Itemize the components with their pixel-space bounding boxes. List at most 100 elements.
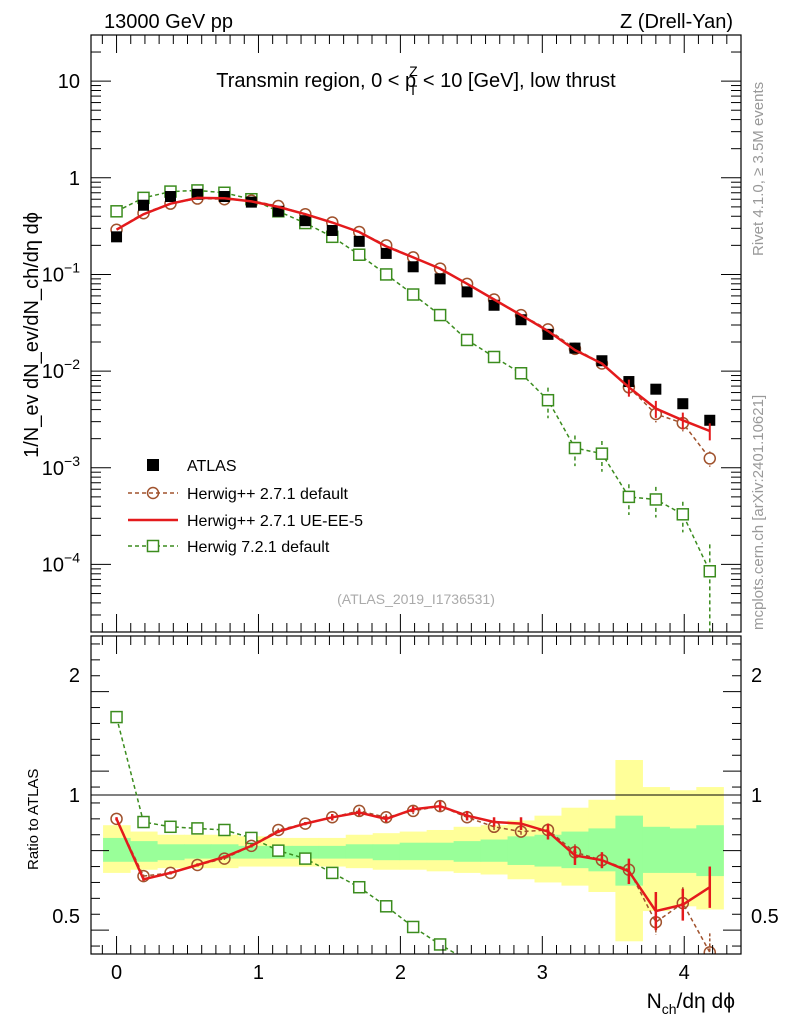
ratio-y-tick-0.5: 0.5	[52, 906, 80, 928]
data-point-atlas	[272, 205, 284, 217]
ratio-uncertainty-bands	[103, 760, 724, 942]
ratio-frame	[90, 635, 742, 955]
data-point-atlas	[488, 299, 500, 311]
header-left: 13000 GeV pp	[104, 11, 233, 33]
ratio-point-h721	[110, 710, 123, 724]
x-tick-label: 4	[679, 962, 690, 984]
ratio-y-tick-2: 2	[69, 665, 80, 687]
legend: ATLAS Herwig++ 2.7.1 default Herwig++ 2.…	[128, 458, 363, 556]
data-point-h721	[487, 350, 501, 364]
data-point-atlas	[164, 191, 176, 203]
main-y-tick-labels: 10 1 10−1 10−2 10−3 10−4	[42, 71, 80, 576]
ratio-panel: 2 1 0.5 2 1 0.5 Ratio to ATLAS 0 1 2 3 4 Nch…	[25, 635, 779, 1017]
header-right: Z (Drell-Yan)	[620, 11, 733, 33]
legend-marker-default271	[146, 486, 160, 500]
band-green-bin	[130, 841, 158, 862]
data-point-atlas	[111, 231, 123, 243]
ratio-y-axis-label: Ratio to ATLAS	[25, 769, 42, 870]
ratio-point-h721	[191, 822, 204, 835]
main-series-layer	[110, 184, 717, 632]
data-point-atlas	[299, 215, 311, 227]
ratio-y-tick-1: 1	[69, 785, 80, 807]
data-point-atlas	[326, 224, 338, 236]
data-point-h721	[433, 308, 447, 322]
ratio-point-default271	[110, 812, 123, 826]
data-point-atlas	[218, 191, 230, 203]
ratio-point-h721	[569, 990, 580, 1001]
data-point-atlas	[569, 342, 581, 354]
ratio-point-default271	[164, 866, 177, 880]
ratio-point-h721	[164, 820, 177, 834]
x-tick-label: 0	[111, 962, 122, 984]
data-point-h721	[676, 508, 690, 521]
band-green-bin	[183, 844, 212, 859]
x-axis-label: Nch/dη dϕ	[647, 990, 735, 1017]
legend-entry-h721: Herwig 7.2.1 default	[187, 539, 330, 556]
ratio-point-h721	[326, 866, 339, 880]
band-green-bin	[156, 844, 185, 861]
x-tick-labels: 0 1 2 3 4	[111, 962, 690, 984]
ratio-point-h721	[272, 844, 285, 857]
rivet-version-label: Rivet 4.1.0, ≥ 3.5M events	[750, 82, 767, 256]
main-y-tick-label: 10	[58, 71, 80, 93]
x-tick-label: 2	[395, 962, 406, 984]
ratio-y-tick-0.5-right: 0.5	[751, 906, 779, 928]
band-green-bin	[642, 826, 670, 873]
data-point-atlas	[650, 383, 662, 395]
main-y-tick-label: 10−1	[42, 259, 80, 286]
data-point-h721	[568, 441, 582, 455]
band-green-bin	[480, 839, 509, 862]
ratio-point-default271	[299, 817, 312, 830]
data-point-h721	[595, 447, 609, 460]
data-point-atlas	[704, 414, 716, 426]
band-green-bin	[507, 836, 536, 865]
data-point-atlas	[138, 199, 150, 211]
legend-marker-h721	[146, 539, 160, 553]
ratio-series-layer	[110, 710, 717, 1001]
data-point-h721	[406, 288, 420, 301]
main-y-tick-label: 10−3	[42, 453, 80, 480]
data-point-h721	[649, 493, 663, 506]
main-panel: 10 1 10−1 10−2 10−3 10−4 Transmin region, 0 <…	[21, 34, 742, 633]
data-point-h721	[460, 333, 474, 347]
ratio-point-h721	[245, 831, 258, 845]
data-point-h721	[352, 248, 366, 261]
band-green-bin	[372, 844, 401, 861]
main-y-axis-label: 1/N_ev dN_ev/dN_ch/dη dϕ	[21, 212, 43, 458]
data-point-atlas	[542, 328, 554, 340]
band-green-bin	[318, 845, 347, 859]
data-point-atlas	[380, 247, 392, 259]
ratio-point-h721	[596, 987, 607, 998]
main-axis-ticks	[91, 34, 742, 633]
data-point-default271	[703, 452, 717, 465]
ratio-point-h721	[299, 852, 312, 865]
ratio-y-tick-2-right: 2	[751, 665, 762, 687]
data-point-atlas	[353, 235, 365, 247]
band-green-bin	[291, 845, 320, 859]
legend-entry-atlas: ATLAS	[187, 458, 237, 475]
ratio-axis-ticks	[91, 636, 742, 954]
data-point-atlas	[461, 286, 473, 298]
ratio-point-h721	[379, 900, 393, 913]
main-y-tick-label: 10−2	[42, 356, 80, 383]
data-point-h721	[622, 490, 636, 504]
data-point-atlas	[677, 398, 689, 410]
band-green-bin	[103, 837, 131, 862]
band-green-bin	[399, 842, 428, 861]
main-frame	[90, 34, 742, 633]
main-y-tick-label: 10−4	[42, 549, 80, 576]
x-tick-label: 3	[537, 962, 548, 984]
ratio-point-default271	[191, 858, 204, 872]
analysis-id-label: (ATLAS_2019_I1736531)	[337, 591, 495, 607]
data-point-h721	[379, 268, 393, 281]
legend-marker-atlas	[147, 459, 159, 471]
band-green-bin	[237, 845, 266, 859]
band-green-bin	[669, 828, 697, 873]
ratio-point-h721	[218, 823, 231, 837]
ratio-point-h721	[137, 815, 150, 829]
series-line-ueee5	[115, 196, 711, 433]
data-point-atlas	[596, 355, 608, 367]
x-tick-label: 1	[253, 962, 264, 984]
ratio-point-default271	[703, 946, 717, 954]
